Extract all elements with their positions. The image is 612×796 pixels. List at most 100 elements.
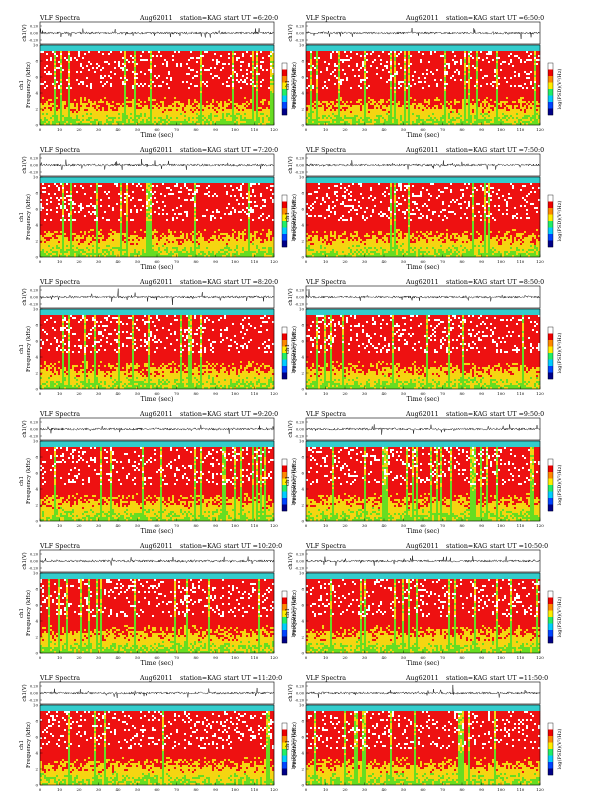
spectrogram-cell <box>128 69 130 71</box>
spectrogram-cell <box>90 69 92 71</box>
spectrogram-cell <box>138 115 140 117</box>
spectrogram-cell <box>152 75 154 77</box>
spectrogram-cell <box>140 77 142 79</box>
spectrogram-cell <box>142 77 144 79</box>
spectrogram-cell <box>100 107 102 109</box>
spectrogram-cell <box>76 55 78 57</box>
spectrogram-cell <box>52 57 54 59</box>
spectrogram-cell <box>94 61 96 63</box>
spectrogram-cell <box>94 121 96 123</box>
spectrogram-cell <box>72 53 74 55</box>
spectrogram-cell <box>92 119 94 121</box>
spectrogram-cell <box>70 99 72 101</box>
spectrogram-cell <box>64 111 66 113</box>
spectrogram-cell <box>100 59 102 61</box>
spectrogram-cell <box>160 69 162 71</box>
spectrogram-cell <box>52 103 54 105</box>
spectrogram-cell <box>72 117 74 119</box>
spectrogram-cell <box>130 53 132 55</box>
spectrogram-cell <box>116 81 118 83</box>
spectrogram-cell <box>60 91 62 93</box>
spectrogram-cell <box>70 57 72 59</box>
spectrogram-cell <box>114 107 116 109</box>
spectrogram-cell <box>100 91 102 93</box>
spectrogram-cell <box>114 49 116 51</box>
spectrogram-cell <box>60 61 62 63</box>
spectrogram-cell <box>78 75 80 77</box>
spectrogram-cell <box>44 71 46 73</box>
spectrogram-cell <box>150 61 152 63</box>
spectrogram-cell <box>80 107 82 109</box>
spectrogram-cell <box>136 99 138 101</box>
spectrogram-cell <box>64 103 66 105</box>
spectrogram-cell <box>68 119 70 121</box>
spectrogram-cell <box>98 51 100 53</box>
spectrogram-cell <box>126 121 128 123</box>
spectrogram-cell <box>68 81 70 83</box>
spectrogram-cell <box>160 99 162 101</box>
spectrogram-cell <box>68 79 70 81</box>
spectrogram-cell <box>136 101 138 103</box>
spectrogram-cell <box>124 49 126 51</box>
spectrogram-cell <box>68 47 70 49</box>
spectrogram-cell <box>118 91 120 93</box>
spectrogram-cell <box>128 65 130 67</box>
spectrogram-cell <box>74 121 76 123</box>
spectrogram-cell <box>128 113 130 115</box>
spectrogram-cell <box>96 47 98 49</box>
spectrogram-cell <box>40 45 42 47</box>
spectrogram-cell <box>70 119 72 121</box>
spectrogram-cell <box>80 63 82 65</box>
spectrogram-cell <box>134 117 136 119</box>
spectrogram-cell <box>144 45 146 47</box>
spectrogram-cell <box>56 85 58 87</box>
spectrogram-cell <box>84 71 86 73</box>
spectrogram-cell <box>144 119 146 121</box>
spectrogram-cell <box>94 55 96 57</box>
spectrogram-cell <box>120 115 122 117</box>
spectrogram-cell <box>102 81 104 83</box>
spectrogram-cell <box>112 45 114 47</box>
spectrogram-cell <box>56 111 58 113</box>
spectrogram-cell <box>64 97 66 99</box>
spectrogram-cell <box>148 89 150 91</box>
spectrogram-cell <box>126 53 128 55</box>
spectrogram-cell <box>164 95 166 97</box>
spectrogram-cell <box>102 93 104 95</box>
spectrogram-cell <box>92 59 94 61</box>
spectrogram-cell <box>126 69 128 71</box>
spectrogram-cell <box>48 65 50 67</box>
spectrogram-cell <box>134 53 136 55</box>
spectrogram-cell <box>52 115 54 117</box>
spectrogram-cell <box>152 57 154 59</box>
spectrogram-cell <box>78 113 80 115</box>
spectrogram-cell <box>154 49 156 51</box>
spectrogram-cell <box>162 71 164 73</box>
spectrogram-cell <box>94 65 96 67</box>
spectrogram-cell <box>130 119 132 121</box>
spectrogram-cell <box>122 83 124 85</box>
spectrogram-cell <box>46 111 48 113</box>
spectrogram-cell <box>138 79 140 81</box>
spectrogram-cell <box>42 103 44 105</box>
spectrogram-cell <box>66 71 68 73</box>
spectrogram-cell <box>62 75 64 77</box>
spectrogram-cell <box>74 65 76 67</box>
spectrogram-cell <box>112 99 114 101</box>
spectrogram-cell <box>84 79 86 81</box>
spectrogram-cell <box>108 61 110 63</box>
spectrogram-cell <box>118 51 120 53</box>
spectrogram-cell <box>62 111 64 113</box>
spectrogram-cell <box>50 57 52 59</box>
spectrogram-cell <box>118 63 120 65</box>
spectrogram-cell <box>150 107 152 109</box>
spectrogram-cell <box>62 105 64 107</box>
spectrogram-cell <box>138 93 140 95</box>
spectrogram-cell <box>132 111 134 113</box>
spectrogram-cell <box>104 55 106 57</box>
spectrogram-cell <box>144 103 146 105</box>
spectrogram-cell <box>48 117 50 119</box>
spectrogram-cell <box>134 87 136 89</box>
spectrogram-cell <box>154 99 156 101</box>
